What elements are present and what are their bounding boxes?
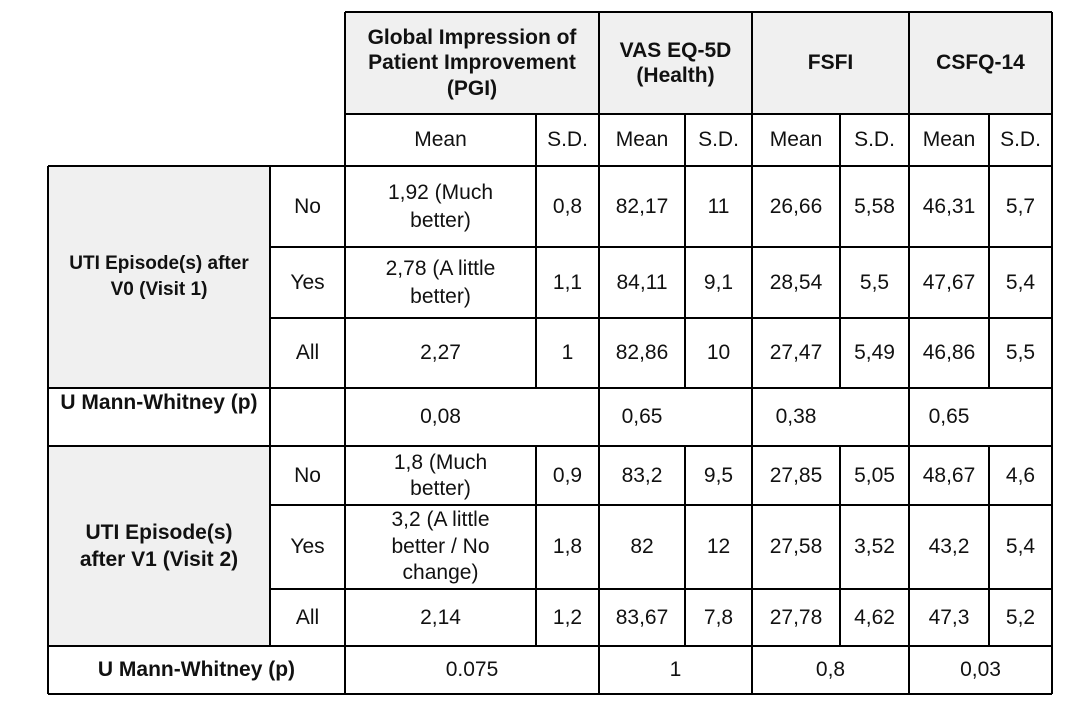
group2-row-no-csfq-sd: 4,6 xyxy=(1005,463,1036,487)
group1-row-no-fsfi-mean: 26,66 xyxy=(769,194,823,218)
group2-row-no-vas-mean: 83,2 xyxy=(621,463,663,487)
group1-row-no-label: No xyxy=(294,194,321,218)
subheader-pgi-sd: S.D. xyxy=(547,128,588,152)
group2-row-yes-csfq-sd: 5,4 xyxy=(1005,535,1036,559)
group1-row-no-pgi-sd: 0,8 xyxy=(552,194,583,218)
group1-row-no-pgi-mean: 1,92 (Much better) xyxy=(387,180,494,232)
group1-row-yes-pgi-sd: 1,1 xyxy=(552,270,583,294)
group2-row-all-vas-sd: 7,8 xyxy=(703,605,734,629)
group2-row-no-fsfi-sd: 5,05 xyxy=(854,463,895,487)
group2-mann-whitney-vas: 1 xyxy=(669,658,682,682)
group1-row-all-pgi-sd: 1 xyxy=(561,341,574,365)
group2-row-no-pgi-sd: 0,9 xyxy=(552,463,583,487)
group2-row-yes-fsfi-mean: 27,58 xyxy=(769,535,823,559)
subheader-pgi-mean: Mean xyxy=(414,128,467,152)
group2-row-all-label: All xyxy=(295,605,320,629)
subheader-vas-mean: Mean xyxy=(615,128,669,152)
group2-mann-whitney-csfq: 0,03 xyxy=(960,658,1001,682)
group2-row-all-fsfi-sd: 4,62 xyxy=(854,605,895,629)
group1-mann-whitney-pgi: 0,08 xyxy=(420,405,461,429)
group1-row-yes-csfq-sd: 5,4 xyxy=(1005,270,1036,294)
header-csfq: CSFQ-14 xyxy=(909,12,1052,114)
group2-label: UTI Episode(s) after V1 (Visit 2) xyxy=(48,446,270,646)
group1-row-no-csfq-sd: 5,7 xyxy=(1005,194,1036,218)
header-fsfi: FSFI xyxy=(752,12,909,114)
group1-row-no-csfq-mean: 46,31 xyxy=(922,194,976,218)
group1-row-all-label: All xyxy=(295,341,320,365)
group1-row-yes-csfq-mean: 47,67 xyxy=(922,270,976,294)
header-vas: VAS EQ-5D (Health) xyxy=(599,12,752,114)
subheader-fsfi-sd: S.D. xyxy=(854,128,895,152)
group2-row-no-csfq-mean: 48,67 xyxy=(922,463,976,487)
group2-row-no-pgi-mean: 1,8 (Much better) xyxy=(393,450,488,500)
group2-row-yes-vas-sd: 12 xyxy=(706,535,731,559)
group2-row-yes-vas-mean: 82 xyxy=(630,535,654,559)
subheader-csfq-sd: S.D. xyxy=(1000,128,1041,152)
group2-row-all-pgi-mean: 2,14 xyxy=(420,605,461,629)
group2-row-yes-csfq-mean: 43,2 xyxy=(928,535,970,559)
group2-mann-whitney-pgi: 0.075 xyxy=(445,658,499,682)
group1-row-all-vas-sd: 10 xyxy=(706,341,731,365)
group1-row-no-vas-mean: 82,17 xyxy=(615,194,669,218)
group1-row-all-fsfi-sd: 5,49 xyxy=(854,341,895,365)
group1-row-yes-vas-mean: 84,11 xyxy=(616,270,668,294)
group1-row-all-pgi-mean: 2,27 xyxy=(420,341,461,365)
group2-row-yes-fsfi-sd: 3,52 xyxy=(854,535,895,559)
group2-row-yes-pgi-mean: 3,2 (A little better / No change) xyxy=(391,507,490,585)
subheader-fsfi-mean: Mean xyxy=(769,128,823,152)
subheader-vas-sd: S.D. xyxy=(698,128,739,152)
header-pgi: Global Impression of Patient Improvement… xyxy=(345,12,599,114)
group2-row-all-vas-mean: 83,67 xyxy=(615,605,669,629)
group1-row-no-fsfi-sd: 5,58 xyxy=(854,194,895,218)
group2-row-no-vas-sd: 9,5 xyxy=(703,463,734,487)
group2-mann-whitney-fsfi: 0,8 xyxy=(815,658,846,682)
group1-row-all-fsfi-mean: 27,47 xyxy=(769,341,823,365)
group2-row-all-csfq-sd: 5,2 xyxy=(1005,605,1036,629)
group1-mann-whitney-label: U Mann-Whitney (p) xyxy=(60,391,258,414)
group1-mann-whitney-vas: 0,65 xyxy=(621,405,663,429)
group2-row-all-fsfi-mean: 27,78 xyxy=(769,605,823,629)
group1-label: UTI Episode(s) after V0 (Visit 1) xyxy=(48,166,270,388)
group1-row-no-vas-sd: 11 xyxy=(707,194,730,218)
group1-row-yes-fsfi-mean: 28,54 xyxy=(769,270,823,294)
group1-row-all-vas-mean: 82,86 xyxy=(615,341,669,365)
group2-row-no-label: No xyxy=(294,463,321,487)
group2-row-all-csfq-mean: 47,3 xyxy=(928,605,970,629)
group1-row-all-csfq-sd: 5,5 xyxy=(1005,341,1036,365)
group1-row-yes-vas-sd: 9,1 xyxy=(703,270,734,294)
group1-row-all-csfq-mean: 46,86 xyxy=(922,341,976,365)
group1-mann-whitney-fsfi: 0,38 xyxy=(775,405,817,429)
group2-row-no-fsfi-mean: 27,85 xyxy=(769,463,823,487)
group2-row-all-pgi-sd: 1,2 xyxy=(552,605,583,629)
group2-row-yes-pgi-sd: 1,8 xyxy=(552,535,583,559)
group1-row-yes-label: Yes xyxy=(290,270,325,294)
group1-row-yes-pgi-mean: 2,78 (A little better) xyxy=(385,256,496,308)
group1-row-yes-fsfi-sd: 5,5 xyxy=(859,270,890,294)
group2-row-yes-label: Yes xyxy=(290,535,325,559)
group1-mann-whitney-csfq: 0,65 xyxy=(928,405,970,429)
group2-mann-whitney-label: U Mann-Whitney (p) xyxy=(97,657,296,681)
subheader-csfq-mean: Mean xyxy=(922,128,976,152)
